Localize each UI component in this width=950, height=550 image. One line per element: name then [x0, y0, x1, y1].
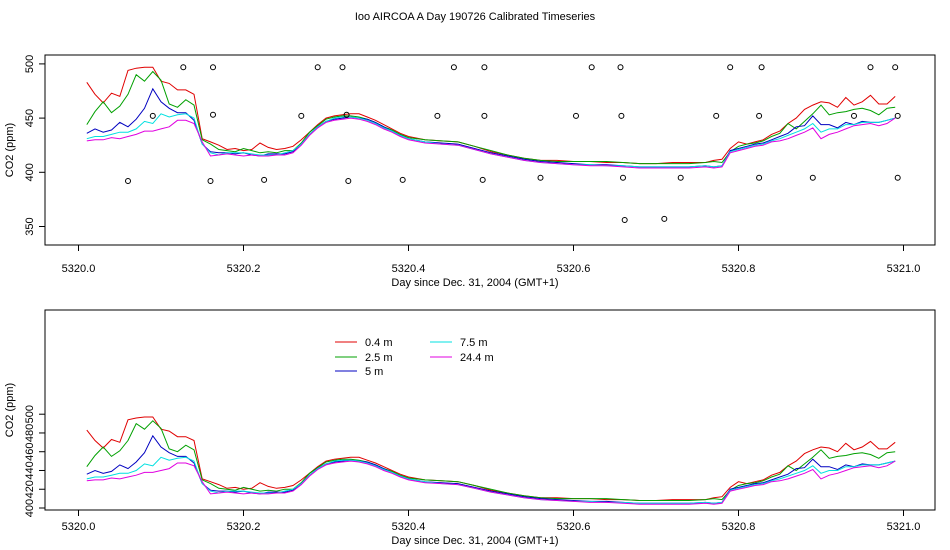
calibration-point	[756, 174, 763, 181]
calibration-point	[210, 111, 216, 118]
legend: 0.4 m 2.5 m 5 m 7.5 m 24.4 m	[335, 337, 494, 378]
calibration-point	[573, 112, 579, 119]
calibration-point	[894, 174, 901, 181]
x-tick-label: 5320.6	[557, 521, 591, 533]
calibration-point	[180, 64, 187, 71]
series-line-2-5-m	[86, 70, 896, 165]
x-tick-label: 5320.2	[227, 521, 261, 533]
calibration-point	[261, 176, 268, 183]
calibration-point	[621, 217, 628, 223]
calibration-point	[434, 112, 441, 119]
series-line-2-5-m	[86, 420, 896, 501]
x-axis-label: Day since Dec. 31, 2004 (GMT+1)	[391, 277, 558, 289]
y-axis-label: CO2 (ppm)	[4, 383, 16, 437]
series-line-5-m	[86, 434, 896, 504]
legend-label: 2.5 m	[365, 352, 393, 364]
calibration-point	[713, 112, 720, 119]
x-tick-label: 5321.0	[887, 263, 921, 275]
y-tick-label: 460	[24, 443, 36, 461]
x-tick-label: 5320.0	[62, 521, 96, 533]
x-tick-label: 5320.2	[227, 263, 261, 275]
y-tick-label: 350	[24, 217, 36, 235]
series-line-7-5-m	[86, 456, 896, 504]
y-tick-label: 500	[24, 55, 36, 73]
calibration-point	[661, 215, 668, 222]
top-panel: 5320.0 5320.2 5320.4 5320.6 5320.8 5321.0 350 4…	[4, 54, 936, 289]
chart-title: Ioo AIRCOA A Day 190726 Calibrated Times…	[355, 11, 596, 23]
calibration-point	[125, 178, 131, 184]
y-tick-label: 450	[24, 109, 36, 127]
x-tick-label: 5320.4	[392, 263, 426, 275]
y-tick-label: 500	[24, 405, 36, 423]
calibration-point	[894, 112, 901, 119]
x-axis-label: Day since Dec. 31, 2004 (GMT+1)	[391, 535, 558, 547]
series-line-5-m	[86, 87, 896, 168]
x-tick-label: 5320.8	[722, 263, 756, 275]
calibration-point	[727, 64, 734, 71]
calibration-point	[537, 174, 544, 181]
calibration-point	[207, 178, 214, 184]
legend-label: 5 m	[365, 366, 383, 378]
series-line-7-5-m	[86, 113, 896, 168]
y-tick-label: 420	[24, 480, 36, 498]
legend-label: 0.4 m	[365, 337, 393, 349]
series-line-24-4-m	[86, 117, 896, 169]
calibration-point	[479, 176, 486, 183]
calibration-point	[314, 64, 321, 71]
calibration-point	[339, 64, 346, 71]
calibration-point	[210, 64, 216, 71]
x-tick-label: 5320.8	[722, 521, 756, 533]
calibration-point	[298, 112, 305, 119]
calibration-point	[809, 174, 816, 181]
y-tick-label: 400	[24, 499, 36, 517]
y-tick-label: 440	[24, 461, 36, 479]
calibration-point	[481, 64, 488, 71]
calibration-point	[758, 64, 765, 71]
calibration-point	[450, 64, 457, 71]
calibration-point	[399, 176, 406, 183]
calibration-point	[617, 64, 624, 71]
x-tick-label: 5320.4	[392, 521, 426, 533]
calibration-point	[677, 174, 684, 181]
plot-frame	[44, 309, 936, 511]
x-tick-label: 5321.0	[887, 521, 921, 533]
calibration-point	[588, 64, 595, 71]
plot-frame	[44, 54, 936, 246]
y-tick-label: 480	[24, 424, 36, 442]
calibration-point	[345, 178, 352, 184]
calibration-point	[851, 112, 857, 119]
legend-label: 24.4 m	[460, 352, 494, 364]
legend-label: 7.5 m	[460, 337, 488, 349]
y-tick-label: 400	[24, 163, 36, 181]
calibration-point	[620, 174, 626, 181]
calibration-point	[618, 112, 625, 119]
calibration-point	[756, 112, 763, 119]
x-tick-label: 5320.6	[557, 263, 591, 275]
calibration-point	[867, 64, 874, 71]
x-tick-label: 5320.0	[62, 263, 96, 275]
calibration-point	[481, 112, 488, 119]
calibration-point	[892, 64, 899, 71]
calibration-point	[149, 112, 156, 119]
bottom-panel: 5320.0 5320.2 5320.4 5320.6 5320.8 5321.04004…	[4, 309, 936, 547]
calibration-point	[343, 111, 350, 118]
series-line-24-4-m	[86, 460, 896, 505]
y-axis-label: CO2 (ppm)	[4, 123, 16, 177]
